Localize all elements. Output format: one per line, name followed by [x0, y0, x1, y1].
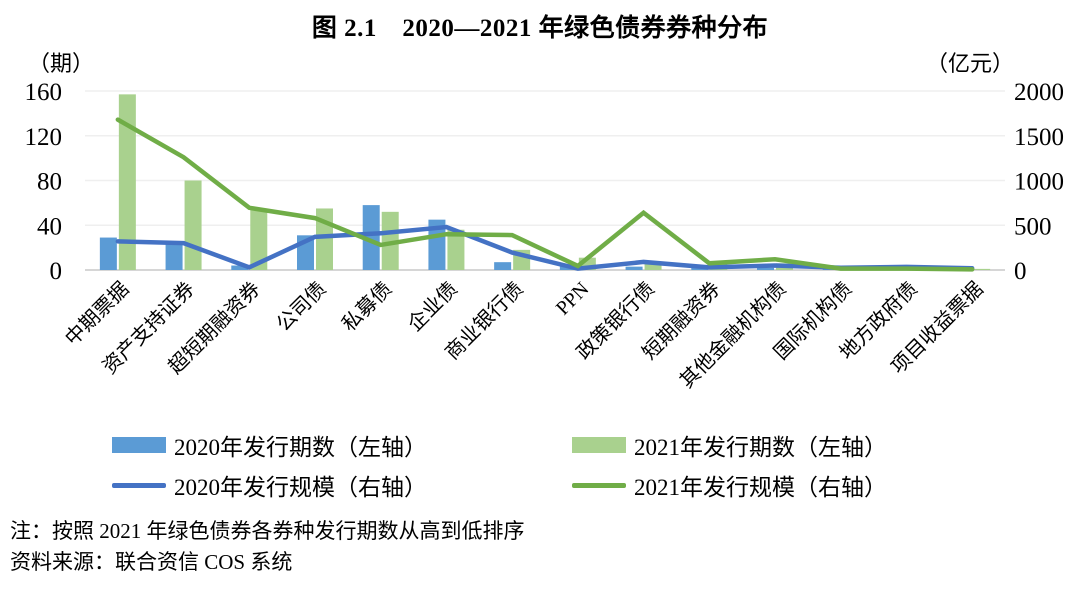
legend-item-2021-count: 2021年发行期数（左轴）	[572, 428, 1002, 462]
right-axis-unit-label: （亿元）	[926, 51, 1015, 76]
bar-2020-1	[165, 243, 183, 270]
category-label-7: PPN	[552, 278, 594, 320]
note-data-source: 资料来源：联合资信 COS 系统	[10, 550, 293, 574]
bar-2021-2	[250, 208, 268, 270]
bar-2021-1	[184, 180, 202, 270]
left-axis-tick-80: 80	[37, 169, 62, 196]
legend-item-2020-scale: 2020年发行规模（右轴）	[112, 468, 542, 502]
bar-2021-0	[118, 94, 136, 270]
bar-2020-8	[625, 266, 643, 270]
bar-2020-6	[494, 262, 512, 270]
right-axis-tick-1500: 1500	[1014, 124, 1064, 151]
legend-label-2020-count: 2020年发行期数（左轴）	[174, 435, 427, 460]
bar-2020-2	[231, 265, 249, 270]
category-label-3: 公司债	[272, 277, 331, 336]
left-axis-tick-120: 120	[25, 124, 63, 151]
legend-swatch-2021-bar	[572, 437, 626, 453]
figure-notes: 注：按照 2021 年绿色债券各券种发行期数从高到低排序 资料来源：联合资信 C…	[10, 516, 525, 578]
legend-label-2020-scale: 2020年发行规模（右轴）	[174, 475, 427, 500]
bar-2020-10	[757, 267, 774, 270]
legend-label-2021-count: 2021年发行期数（左轴）	[634, 435, 887, 460]
left-axis-tick-160: 160	[25, 79, 63, 106]
left-axis-tick-0: 0	[50, 258, 63, 285]
chart-title: 图 2.1 2020—2021 年绿色债券券种分布	[311, 15, 769, 42]
bar-2021-4	[381, 211, 399, 270]
bar-2021-13	[973, 268, 991, 270]
bar-2021-5	[447, 229, 465, 270]
right-axis-tick-1000: 1000	[1014, 169, 1064, 196]
left-axis-unit-label: （期）	[28, 51, 95, 76]
bar-2021-8	[644, 262, 662, 270]
legend-swatch-2021-line	[572, 482, 626, 488]
legend-swatch-2020-bar	[112, 437, 166, 453]
legend-item-2020-count: 2020年发行期数（左轴）	[112, 428, 542, 462]
line-2021	[115, 117, 975, 272]
legend-item-2021-scale: 2021年发行规模（右轴）	[572, 468, 1002, 502]
legend-swatch-2020-line	[112, 482, 166, 488]
note-sort-order: 注：按照 2021 年绿色债券各券种发行期数从高到低排序	[10, 519, 525, 543]
category-label-4: 私募债	[338, 277, 397, 336]
line-2020	[115, 224, 975, 271]
legend-label-2021-scale: 2021年发行规模（右轴）	[634, 475, 887, 500]
bar-2020-4	[362, 205, 380, 270]
chart-legend: 2020年发行期数（左轴） 2021年发行期数（左轴） 2020年发行规模（右轴…	[112, 428, 1002, 502]
left-axis-tick-40: 40	[37, 213, 62, 240]
bar-2020-0	[99, 237, 117, 270]
category-label-5: 企业债	[403, 277, 462, 336]
right-axis-tick-500: 500	[1014, 213, 1052, 240]
bar-2020-5	[428, 219, 446, 270]
right-axis-tick-0: 0	[1014, 258, 1027, 285]
right-axis-tick-2000: 2000	[1014, 79, 1064, 106]
